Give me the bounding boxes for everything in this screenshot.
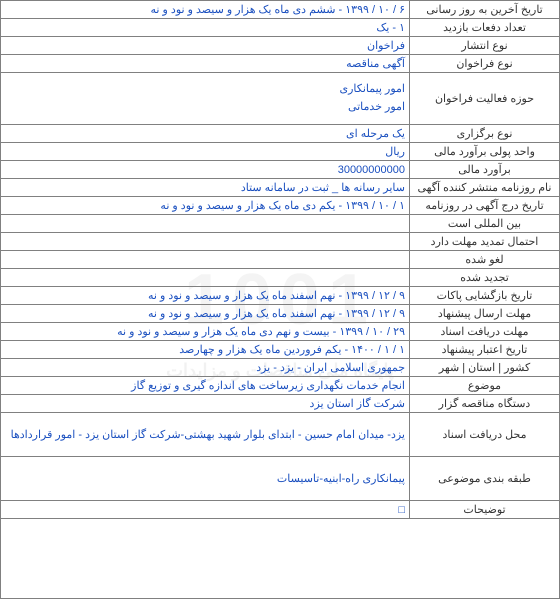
field-value: یزد- میدان امام حسین - ابتدای بلوار شهید… bbox=[1, 413, 410, 457]
field-label: لغو شده bbox=[410, 251, 560, 269]
table-row: واحد پولی برآورد مالیریال bbox=[1, 143, 560, 161]
table-row: نوع برگزارییک مرحله ای bbox=[1, 125, 560, 143]
field-value bbox=[1, 215, 410, 233]
field-label: کشور | استان | شهر bbox=[410, 359, 560, 377]
field-label: نوع برگزاری bbox=[410, 125, 560, 143]
table-row: موضوعانجام خدمات نگهداری زیرساخت های اند… bbox=[1, 377, 560, 395]
table-row: دستگاه مناقصه گزارشرکت گاز استان یزد bbox=[1, 395, 560, 413]
field-value: ۹ / ۱۲ / ۱۳۹۹ - نهم اسفند ماه یک هزار و … bbox=[1, 287, 410, 305]
table-row: تجدید شده bbox=[1, 269, 560, 287]
table-row: نوع انتشارفراخوان bbox=[1, 37, 560, 55]
field-label: نوع انتشار bbox=[410, 37, 560, 55]
table-row: تاریخ درج آگهی در روزنامه۱ / ۱۰ / ۱۳۹۹ -… bbox=[1, 197, 560, 215]
field-label: واحد پولی برآورد مالی bbox=[410, 143, 560, 161]
field-label: تجدید شده bbox=[410, 269, 560, 287]
table-row: نام روزنامه منتشر کننده آگهیسایر رسانه ه… bbox=[1, 179, 560, 197]
table-row: برآورد مالی30000000000 bbox=[1, 161, 560, 179]
field-value: ۱ / ۱۰ / ۱۳۹۹ - یکم دی ماه یک هزار و سیص… bbox=[1, 197, 410, 215]
field-value: یک مرحله ای bbox=[1, 125, 410, 143]
field-value bbox=[1, 251, 410, 269]
table-row: تاریخ اعتبار پیشنهاد۱ / ۱ / ۱۴۰۰ - یکم ف… bbox=[1, 341, 560, 359]
field-value bbox=[1, 269, 410, 287]
field-value: ۹ / ۱۲ / ۱۳۹۹ - نهم اسفند ماه یک هزار و … bbox=[1, 305, 410, 323]
field-value-line: امور پیمانکاری bbox=[5, 81, 405, 99]
field-label: حوزه فعالیت فراخوان bbox=[410, 73, 560, 125]
field-label: موضوع bbox=[410, 377, 560, 395]
field-label: مهلت ارسال پیشنهاد bbox=[410, 305, 560, 323]
field-value: ۱ - یک bbox=[1, 19, 410, 37]
field-label: تاریخ آخرین به روز رسانی bbox=[410, 1, 560, 19]
field-value-line: امور خدماتی bbox=[5, 99, 405, 117]
field-value: ۶ / ۱۰ / ۱۳۹۹ - ششم دی ماه یک هزار و سیص… bbox=[1, 1, 410, 19]
field-value bbox=[1, 233, 410, 251]
table-row: بین المللی است bbox=[1, 215, 560, 233]
table-row: حوزه فعالیت فراخوانامور پیمانکاریامور خد… bbox=[1, 73, 560, 125]
table-row: لغو شده bbox=[1, 251, 560, 269]
field-label: تاریخ بازگشایی پاکات bbox=[410, 287, 560, 305]
field-value: فراخوان bbox=[1, 37, 410, 55]
field-label: دستگاه مناقصه گزار bbox=[410, 395, 560, 413]
field-label: برآورد مالی bbox=[410, 161, 560, 179]
field-label: محل دریافت اسناد bbox=[410, 413, 560, 457]
field-value: ۱ / ۱ / ۱۴۰۰ - یکم فروردین ماه یک هزار و… bbox=[1, 341, 410, 359]
field-value: 30000000000 bbox=[1, 161, 410, 179]
table-row: تاریخ آخرین به روز رسانی۶ / ۱۰ / ۱۳۹۹ - … bbox=[1, 1, 560, 19]
table-row: احتمال تمدید مهلت دارد bbox=[1, 233, 560, 251]
field-value: □ bbox=[1, 501, 410, 519]
field-value: شرکت گاز استان یزد bbox=[1, 395, 410, 413]
field-value: انجام خدمات نگهداری زیرساخت های اندازه گ… bbox=[1, 377, 410, 395]
field-label: بین المللی است bbox=[410, 215, 560, 233]
empty-row bbox=[1, 519, 560, 599]
field-label: مهلت دریافت اسناد bbox=[410, 323, 560, 341]
table-row: طبقه بندی موضوعیپیمانکاری راه-ابنیه-تاسی… bbox=[1, 457, 560, 501]
table-row: مهلت ارسال پیشنهاد۹ / ۱۲ / ۱۳۹۹ - نهم اس… bbox=[1, 305, 560, 323]
field-label: تاریخ اعتبار پیشنهاد bbox=[410, 341, 560, 359]
field-label: توضیحات bbox=[410, 501, 560, 519]
table-row: توضیحات□ bbox=[1, 501, 560, 519]
field-value: ریال bbox=[1, 143, 410, 161]
field-value: آگهی مناقصه bbox=[1, 55, 410, 73]
table-row: محل دریافت اسنادیزد- میدان امام حسین - ا… bbox=[1, 413, 560, 457]
table-row: تعداد دفعات بازدید۱ - یک bbox=[1, 19, 560, 37]
table-row: تاریخ بازگشایی پاکات۹ / ۱۲ / ۱۳۹۹ - نهم … bbox=[1, 287, 560, 305]
field-value: سایر رسانه ها _ ثبت در سامانه ستاد bbox=[1, 179, 410, 197]
field-label: نام روزنامه منتشر کننده آگهی bbox=[410, 179, 560, 197]
field-label: طبقه بندی موضوعی bbox=[410, 457, 560, 501]
table-row: کشور | استان | شهرجمهوری اسلامی ایران - … bbox=[1, 359, 560, 377]
table-row: مهلت دریافت اسناد۲۹ / ۱۰ / ۱۳۹۹ - بیست و… bbox=[1, 323, 560, 341]
field-value: ۲۹ / ۱۰ / ۱۳۹۹ - بیست و نهم دی ماه یک هز… bbox=[1, 323, 410, 341]
field-label: تاریخ درج آگهی در روزنامه bbox=[410, 197, 560, 215]
field-value: جمهوری اسلامی ایران - یزد - یزد bbox=[1, 359, 410, 377]
field-label: احتمال تمدید مهلت دارد bbox=[410, 233, 560, 251]
tender-detail-container: 1001 پایگاه ملی مناقصات و مزایدات تاریخ … bbox=[0, 0, 560, 599]
table-row: نوع فراخوانآگهی مناقصه bbox=[1, 55, 560, 73]
field-label: تعداد دفعات بازدید bbox=[410, 19, 560, 37]
empty-cell bbox=[1, 519, 560, 599]
field-value: امور پیمانکاریامور خدماتی bbox=[1, 73, 410, 125]
field-value: پیمانکاری راه-ابنیه-تاسیسات bbox=[1, 457, 410, 501]
tender-detail-table: تاریخ آخرین به روز رسانی۶ / ۱۰ / ۱۳۹۹ - … bbox=[0, 0, 560, 599]
field-label: نوع فراخوان bbox=[410, 55, 560, 73]
